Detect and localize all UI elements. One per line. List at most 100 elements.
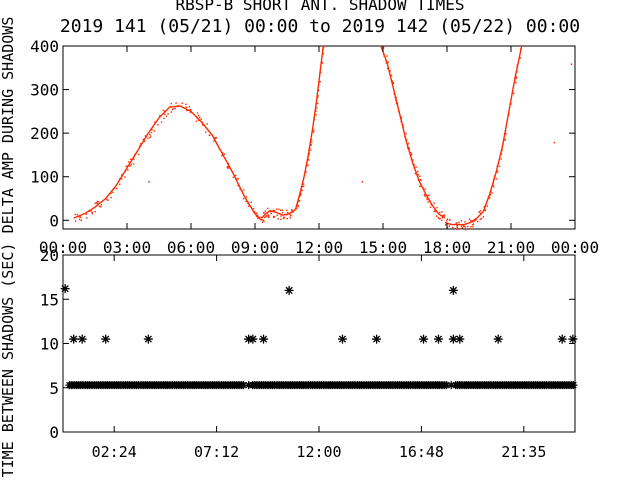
data-point xyxy=(312,131,315,133)
data-point xyxy=(309,144,312,146)
data-point xyxy=(315,114,317,116)
data-point xyxy=(472,221,474,223)
data-point xyxy=(201,121,203,123)
data-point xyxy=(383,55,385,57)
data-point xyxy=(301,189,303,191)
data-point xyxy=(100,204,103,206)
data-point xyxy=(487,197,489,199)
data-point xyxy=(437,216,439,219)
data-point xyxy=(94,202,96,205)
data-point xyxy=(214,137,217,139)
data-point xyxy=(382,47,385,49)
data-point xyxy=(305,165,308,167)
data-point xyxy=(496,165,499,167)
data-point xyxy=(255,212,258,214)
top-panel-xtick-label: 06:00 xyxy=(167,238,215,257)
data-point xyxy=(396,101,398,103)
data-point xyxy=(420,179,422,181)
data-point xyxy=(500,158,502,160)
bottom-panel-xtick-label: 16:48 xyxy=(399,443,444,461)
data-point xyxy=(147,137,149,139)
data-point xyxy=(419,185,422,187)
data-point xyxy=(78,216,80,218)
data-point xyxy=(187,109,189,111)
data-point xyxy=(479,212,482,214)
top-panel-xtick-label: 00:00 xyxy=(39,238,87,257)
data-point xyxy=(287,212,289,214)
data-point xyxy=(319,71,322,74)
data-point xyxy=(157,124,159,126)
data-point xyxy=(316,102,319,105)
data-point xyxy=(439,217,441,220)
data-point xyxy=(221,152,224,154)
data-point xyxy=(110,192,112,195)
bottom-panel-xtick-label: 12:00 xyxy=(296,443,341,461)
data-point xyxy=(516,71,518,73)
bottom-panel-ytick-label: 0 xyxy=(49,423,59,442)
data-point xyxy=(402,126,404,128)
data-star xyxy=(239,381,248,390)
data-point xyxy=(438,217,440,220)
data-point xyxy=(443,215,445,217)
data-point xyxy=(196,117,198,119)
series-trace xyxy=(482,45,523,212)
data-point xyxy=(115,187,118,190)
data-point xyxy=(313,119,315,121)
data-point xyxy=(460,225,463,227)
data-point xyxy=(277,218,279,220)
data-point xyxy=(491,192,493,194)
data-point xyxy=(445,224,447,226)
data-point xyxy=(289,214,292,216)
data-point xyxy=(297,205,299,208)
data-point xyxy=(456,224,459,226)
data-point xyxy=(278,208,280,210)
data-point xyxy=(470,219,472,222)
data-point xyxy=(199,116,201,118)
data-point xyxy=(170,102,172,105)
data-point xyxy=(424,194,426,196)
data-point xyxy=(121,178,123,180)
data-point xyxy=(464,229,467,231)
data-point xyxy=(427,201,429,203)
data-point xyxy=(298,195,301,197)
data-point xyxy=(452,226,454,229)
data-point xyxy=(393,93,395,95)
data-point xyxy=(297,198,299,200)
data-star xyxy=(433,334,443,344)
top-panel-ytick-label: 300 xyxy=(30,81,59,100)
data-point xyxy=(276,208,278,210)
data-point xyxy=(400,121,402,123)
bottom-panel-xtick-label: 02:24 xyxy=(92,443,137,461)
data-point xyxy=(395,99,397,101)
data-point xyxy=(112,191,114,193)
data-point xyxy=(390,80,393,82)
data-point xyxy=(500,153,503,155)
data-point xyxy=(190,109,192,111)
data-point xyxy=(126,165,128,167)
top-panel-data xyxy=(73,45,573,231)
data-point xyxy=(472,220,474,222)
data-point xyxy=(228,167,230,169)
data-point xyxy=(170,111,172,113)
bottom-panel-ytick-label: 10 xyxy=(40,335,59,354)
data-point xyxy=(474,219,477,221)
data-point xyxy=(389,70,391,72)
data-point xyxy=(177,104,179,107)
data-point xyxy=(143,140,146,143)
data-point xyxy=(392,82,394,85)
data-point xyxy=(472,224,474,226)
data-point xyxy=(386,67,389,70)
data-point xyxy=(164,113,166,115)
data-point xyxy=(469,227,471,230)
data-point xyxy=(419,185,421,188)
data-point xyxy=(480,217,483,220)
data-point xyxy=(435,215,438,217)
data-point xyxy=(520,48,522,50)
data-point xyxy=(386,55,388,57)
data-star xyxy=(568,334,578,344)
data-point xyxy=(411,153,413,155)
data-star xyxy=(447,381,456,390)
data-point xyxy=(297,204,299,207)
data-point xyxy=(215,137,217,139)
data-point xyxy=(239,188,241,190)
